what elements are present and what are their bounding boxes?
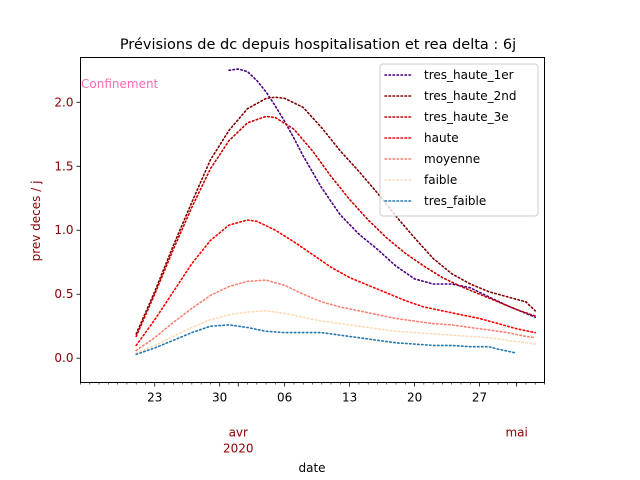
series-line-tres-haute-3e (135, 115, 536, 338)
x-tick-label: 27 (472, 391, 487, 405)
legend-label-tres-faible: tres_faible (424, 194, 486, 208)
confinement-annotation: Confinement (81, 77, 159, 91)
x-year-label: 2020 (223, 442, 254, 456)
x-month-label: mai (505, 426, 527, 440)
x-tick-label: 13 (342, 391, 357, 405)
plot-area (135, 68, 536, 356)
y-tick-label: 2.0 (54, 95, 73, 109)
legend-label-tres-haute-2nd: tres_haute_2nd (424, 89, 517, 103)
y-tick-label: 0.5 (54, 287, 73, 301)
x-tick-label: 23 (147, 391, 162, 405)
series-line-moyenne (135, 279, 536, 352)
series-line-tres-haute-2nd (135, 96, 536, 335)
y-tick-label: 1.0 (54, 223, 73, 237)
x-tick-label: 06 (277, 391, 292, 405)
x-tick-label: 20 (407, 391, 422, 405)
y-tick-label: 1.5 (54, 159, 73, 173)
legend: tres_haute_1er tres_haute_2nd tres_haute_3… (379, 63, 539, 217)
y-axis: 0.0 0.5 1.0 1.5 2.0 (54, 95, 81, 365)
legend-label-faible: faible (424, 173, 457, 187)
chart-title: Prévisions de dc depuis hospitalisation … (120, 37, 516, 53)
x-axis-label: date (298, 461, 325, 475)
y-tick-label: 0.0 (54, 351, 73, 365)
series-line-faible (135, 309, 536, 354)
y-axis-label: prev deces / j (29, 181, 43, 262)
x-tick-label: 30 (212, 391, 227, 405)
legend-label-tres-haute-3e: tres_haute_3e (424, 110, 509, 124)
series-line-tres-faible (135, 324, 518, 356)
legend-label-haute: haute (424, 131, 459, 145)
legend-label-tres-haute-1er: tres_haute_1er (424, 68, 514, 82)
x-month-label: avr (229, 426, 248, 440)
x-axis: 23 30 06 13 20 27 avr 2020 mai (80, 382, 545, 456)
legend-box (379, 63, 539, 217)
series-line-tres-haute-1er (228, 68, 536, 318)
series-line-haute (135, 219, 536, 347)
legend-label-moyenne: moyenne (424, 152, 480, 166)
